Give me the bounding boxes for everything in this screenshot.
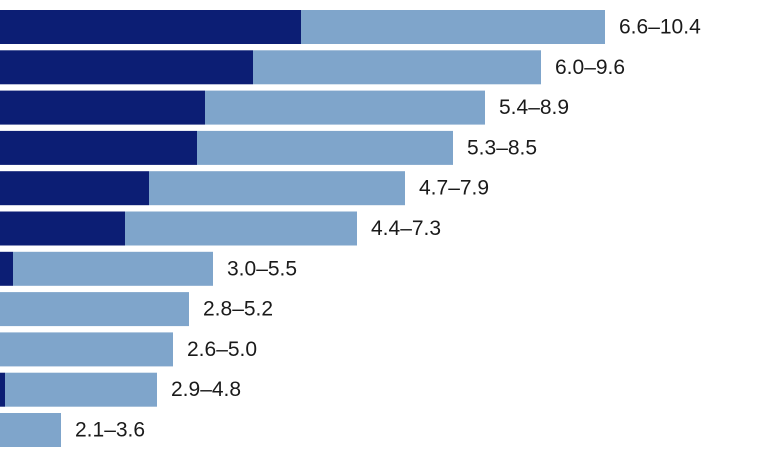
range-bar [253, 50, 541, 85]
value-label: 2.8–5.2 [203, 298, 273, 321]
value-label: 2.6–5.0 [187, 338, 257, 361]
range-bar [149, 171, 405, 206]
range-bar [0, 332, 173, 367]
range-bar [197, 130, 453, 165]
value-label: 2.1–3.6 [75, 419, 145, 442]
range-bar [13, 251, 213, 286]
value-label: 5.3–8.5 [467, 136, 537, 159]
value-label: 6.0–9.6 [555, 56, 625, 79]
range-bar [301, 10, 605, 44]
value-label: 4.4–7.3 [371, 217, 441, 240]
value-label: 5.4–8.9 [499, 96, 569, 119]
low-bar [0, 211, 125, 246]
value-label: 4.7–7.9 [419, 177, 489, 200]
range-bar [5, 372, 157, 407]
low-bar [0, 372, 5, 407]
value-label: 2.9–4.8 [171, 378, 241, 401]
low-bar [0, 130, 197, 165]
range-bar [0, 292, 189, 327]
low-bar [0, 10, 301, 44]
range-bar [205, 90, 485, 125]
value-label: 3.0–5.5 [227, 257, 297, 280]
low-bar [0, 251, 13, 286]
range-bar [125, 211, 357, 246]
low-bar [0, 50, 253, 85]
value-label: 6.6–10.4 [619, 16, 701, 39]
low-bar [0, 90, 205, 125]
low-bar [0, 171, 149, 206]
range-bar [0, 413, 61, 447]
